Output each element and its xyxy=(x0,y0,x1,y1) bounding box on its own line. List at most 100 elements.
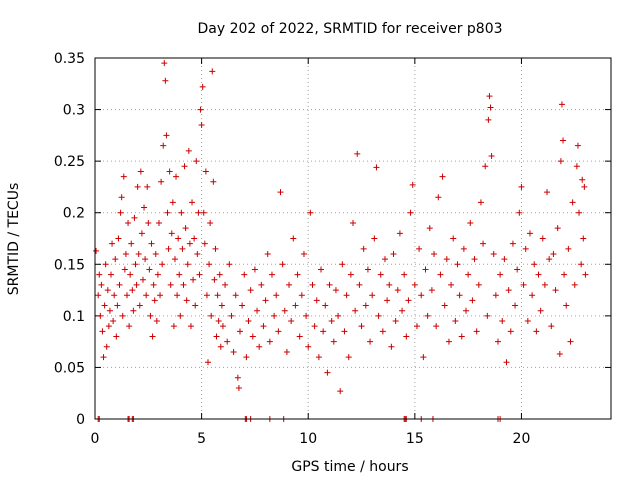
data-point xyxy=(512,302,519,309)
data-point xyxy=(122,250,129,257)
data-point xyxy=(103,343,110,350)
data-point xyxy=(164,209,171,216)
data-point xyxy=(405,297,412,304)
data-point xyxy=(236,328,243,335)
data-point xyxy=(561,271,568,278)
data-point xyxy=(275,328,282,335)
data-point xyxy=(134,183,141,190)
data-point xyxy=(170,323,177,330)
data-point xyxy=(367,338,374,345)
data-point xyxy=(150,281,157,288)
gridlines xyxy=(95,58,611,419)
data-points xyxy=(93,60,589,422)
data-point xyxy=(439,173,446,180)
data-point xyxy=(226,261,233,268)
data-point xyxy=(158,178,165,185)
data-point xyxy=(320,328,327,335)
data-point xyxy=(169,199,176,206)
data-point xyxy=(224,338,231,345)
data-point xyxy=(428,287,435,294)
data-point xyxy=(146,266,153,273)
data-point xyxy=(271,312,278,319)
data-point xyxy=(471,256,478,263)
data-point xyxy=(128,240,135,247)
data-point xyxy=(569,199,576,206)
data-point xyxy=(181,163,188,170)
data-point xyxy=(136,302,143,309)
data-point xyxy=(356,281,363,288)
data-point xyxy=(477,199,484,206)
data-point xyxy=(315,354,322,361)
data-point xyxy=(507,328,514,335)
data-point xyxy=(522,245,529,252)
data-point xyxy=(283,348,290,355)
data-point xyxy=(286,281,293,288)
data-point xyxy=(166,168,173,175)
data-point xyxy=(488,152,495,159)
data-point xyxy=(203,292,210,299)
data-point xyxy=(554,225,561,232)
data-point xyxy=(529,292,536,299)
data-point xyxy=(558,101,565,108)
data-point xyxy=(518,183,525,190)
data-point xyxy=(335,312,342,319)
data-point xyxy=(377,271,384,278)
data-point xyxy=(556,351,563,358)
data-point xyxy=(93,247,100,254)
data-point xyxy=(443,256,450,263)
data-point xyxy=(548,323,555,330)
data-point xyxy=(409,181,416,188)
data-point xyxy=(330,338,337,345)
data-point xyxy=(241,271,248,278)
data-point xyxy=(175,235,182,242)
data-point xyxy=(499,318,506,325)
data-point xyxy=(277,189,284,196)
data-point xyxy=(213,333,220,340)
data-point xyxy=(119,312,126,319)
data-point xyxy=(112,256,119,263)
data-point xyxy=(373,164,380,171)
data-point xyxy=(184,261,191,268)
data-point xyxy=(137,168,144,175)
x-tick-label: 0 xyxy=(91,431,100,447)
data-point xyxy=(360,245,367,252)
data-point xyxy=(435,194,442,201)
data-point xyxy=(217,343,224,350)
data-point xyxy=(279,261,286,268)
data-point xyxy=(571,281,578,288)
data-point xyxy=(487,104,494,111)
data-point xyxy=(318,266,325,273)
data-point xyxy=(102,261,109,268)
data-point xyxy=(578,261,585,268)
data-point xyxy=(452,318,459,325)
data-point xyxy=(97,312,104,319)
data-point xyxy=(458,333,465,340)
data-point xyxy=(174,292,181,299)
data-point xyxy=(116,281,123,288)
data-point xyxy=(162,77,169,84)
data-point xyxy=(133,281,140,288)
data-point xyxy=(485,116,492,123)
data-point xyxy=(552,287,559,294)
data-point xyxy=(120,173,127,180)
data-point xyxy=(117,209,124,216)
data-point xyxy=(219,323,226,330)
data-point xyxy=(326,281,333,288)
data-point xyxy=(531,261,538,268)
data-point xyxy=(160,142,167,149)
data-point xyxy=(516,209,523,216)
data-point xyxy=(131,214,138,221)
data-point xyxy=(341,328,348,335)
data-point xyxy=(155,220,162,227)
data-point xyxy=(142,256,149,263)
data-point xyxy=(345,354,352,361)
data-point xyxy=(141,204,148,211)
data-point xyxy=(202,168,209,175)
data-point xyxy=(573,163,580,170)
data-point xyxy=(381,256,388,263)
data-point xyxy=(230,348,237,355)
data-point xyxy=(114,302,121,309)
data-point xyxy=(256,343,263,350)
data-point xyxy=(296,333,303,340)
data-point xyxy=(218,302,225,309)
